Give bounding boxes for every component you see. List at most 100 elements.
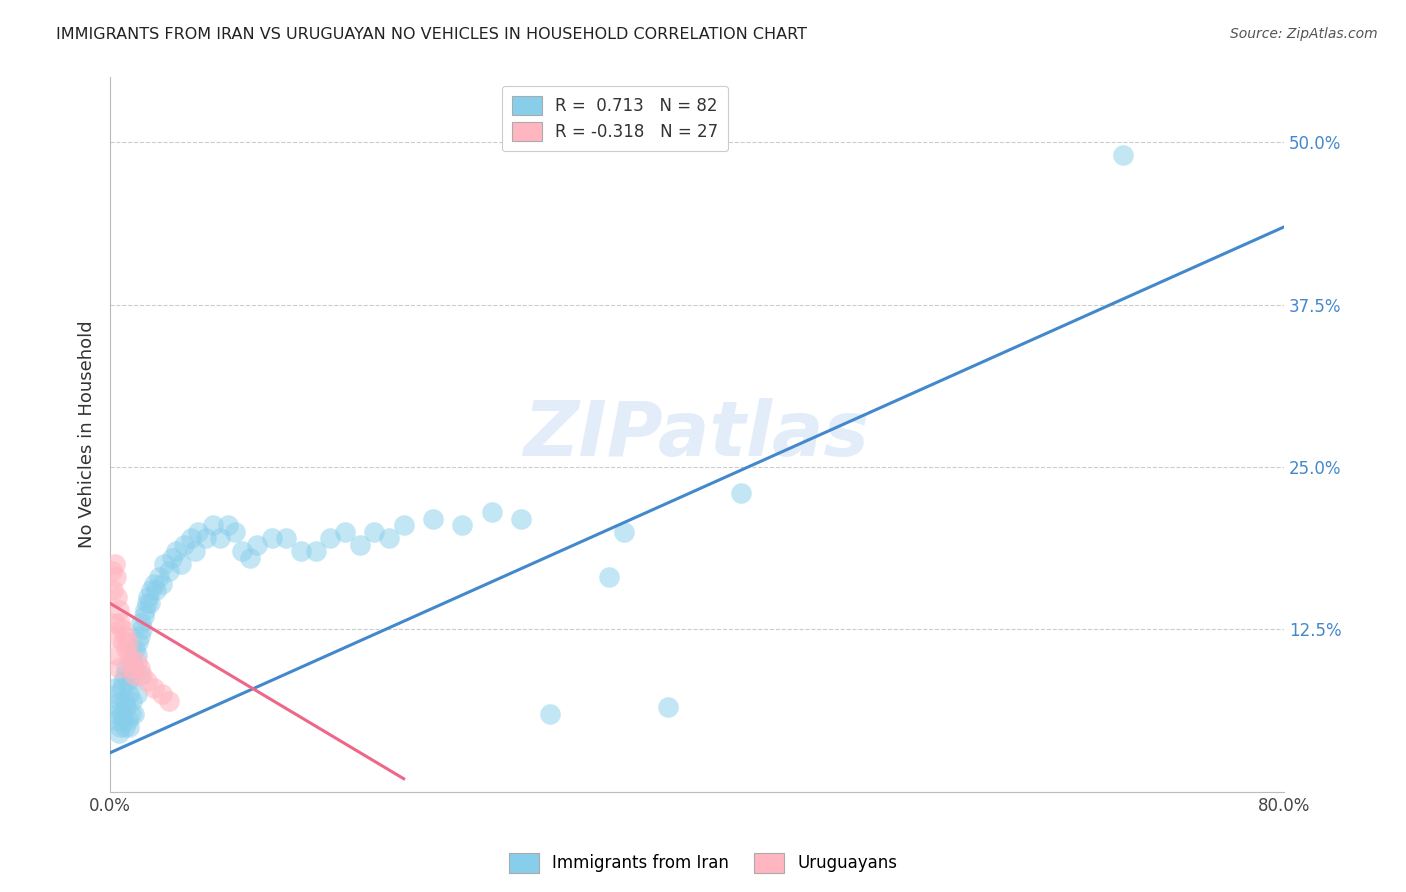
- Point: [157, 694, 180, 708]
- Legend: Immigrants from Iran, Uruguayans: Immigrants from Iran, Uruguayans: [502, 847, 904, 880]
- Point: [117, 713, 139, 727]
- Point: [125, 655, 148, 669]
- Point: [598, 570, 620, 584]
- Point: [115, 661, 138, 675]
- Point: [114, 694, 136, 708]
- Point: [101, 583, 124, 598]
- Point: [105, 629, 128, 643]
- Point: [107, 648, 129, 663]
- Point: [148, 570, 170, 584]
- Point: [112, 713, 135, 727]
- Point: [451, 518, 474, 533]
- Point: [112, 635, 135, 649]
- Point: [201, 518, 224, 533]
- Point: [150, 687, 173, 701]
- Point: [111, 706, 134, 721]
- Point: [120, 655, 142, 669]
- Point: [120, 706, 142, 721]
- Point: [730, 486, 752, 500]
- Point: [143, 577, 166, 591]
- Point: [124, 641, 146, 656]
- Text: ZIPatlas: ZIPatlas: [524, 398, 870, 472]
- Point: [118, 720, 141, 734]
- Point: [107, 687, 129, 701]
- Point: [169, 558, 191, 572]
- Point: [157, 564, 180, 578]
- Point: [108, 603, 131, 617]
- Point: [139, 596, 162, 610]
- Point: [114, 668, 136, 682]
- Point: [145, 583, 167, 598]
- Point: [114, 720, 136, 734]
- Point: [107, 706, 129, 721]
- Point: [160, 550, 183, 565]
- Point: [143, 681, 166, 695]
- Point: [117, 674, 139, 689]
- Point: [392, 518, 415, 533]
- Point: [100, 564, 122, 578]
- Point: [127, 635, 149, 649]
- Point: [128, 668, 150, 682]
- Point: [333, 524, 356, 539]
- Point: [141, 583, 163, 598]
- Point: [115, 700, 138, 714]
- Point: [112, 674, 135, 689]
- Point: [105, 713, 128, 727]
- Point: [122, 668, 145, 682]
- Legend: R =  0.713   N = 82, R = -0.318   N = 27: R = 0.713 N = 82, R = -0.318 N = 27: [502, 86, 728, 151]
- Point: [422, 512, 444, 526]
- Point: [103, 681, 125, 695]
- Point: [135, 674, 157, 689]
- Point: [613, 524, 636, 539]
- Point: [121, 661, 143, 675]
- Point: [131, 668, 153, 682]
- Point: [121, 655, 143, 669]
- Point: [121, 694, 143, 708]
- Point: [120, 668, 142, 682]
- Point: [1112, 148, 1135, 162]
- Point: [150, 577, 173, 591]
- Point: [111, 681, 134, 695]
- Point: [540, 706, 562, 721]
- Point: [114, 629, 136, 643]
- Point: [217, 518, 239, 533]
- Point: [136, 590, 159, 604]
- Point: [510, 512, 533, 526]
- Point: [276, 532, 298, 546]
- Point: [224, 524, 246, 539]
- Point: [184, 544, 207, 558]
- Point: [118, 687, 141, 701]
- Point: [110, 615, 132, 630]
- Text: Source: ZipAtlas.com: Source: ZipAtlas.com: [1230, 27, 1378, 41]
- Point: [103, 558, 125, 572]
- Point: [117, 635, 139, 649]
- Point: [108, 700, 131, 714]
- Point: [128, 661, 150, 675]
- Y-axis label: No Vehicles in Household: No Vehicles in Household: [79, 321, 96, 549]
- Point: [110, 694, 132, 708]
- Point: [103, 615, 125, 630]
- Point: [132, 609, 155, 624]
- Point: [194, 532, 217, 546]
- Point: [122, 661, 145, 675]
- Point: [187, 524, 209, 539]
- Point: [239, 550, 262, 565]
- Point: [105, 570, 128, 584]
- Point: [110, 720, 132, 734]
- Point: [153, 558, 176, 572]
- Point: [115, 641, 138, 656]
- Point: [125, 648, 148, 663]
- Point: [363, 524, 385, 539]
- Point: [349, 538, 371, 552]
- Point: [246, 538, 269, 552]
- Point: [290, 544, 312, 558]
- Point: [304, 544, 326, 558]
- Point: [108, 726, 131, 740]
- Point: [118, 648, 141, 663]
- Point: [107, 590, 129, 604]
- Point: [378, 532, 401, 546]
- Point: [135, 596, 157, 610]
- Point: [131, 623, 153, 637]
- Point: [165, 544, 187, 558]
- Point: [134, 603, 156, 617]
